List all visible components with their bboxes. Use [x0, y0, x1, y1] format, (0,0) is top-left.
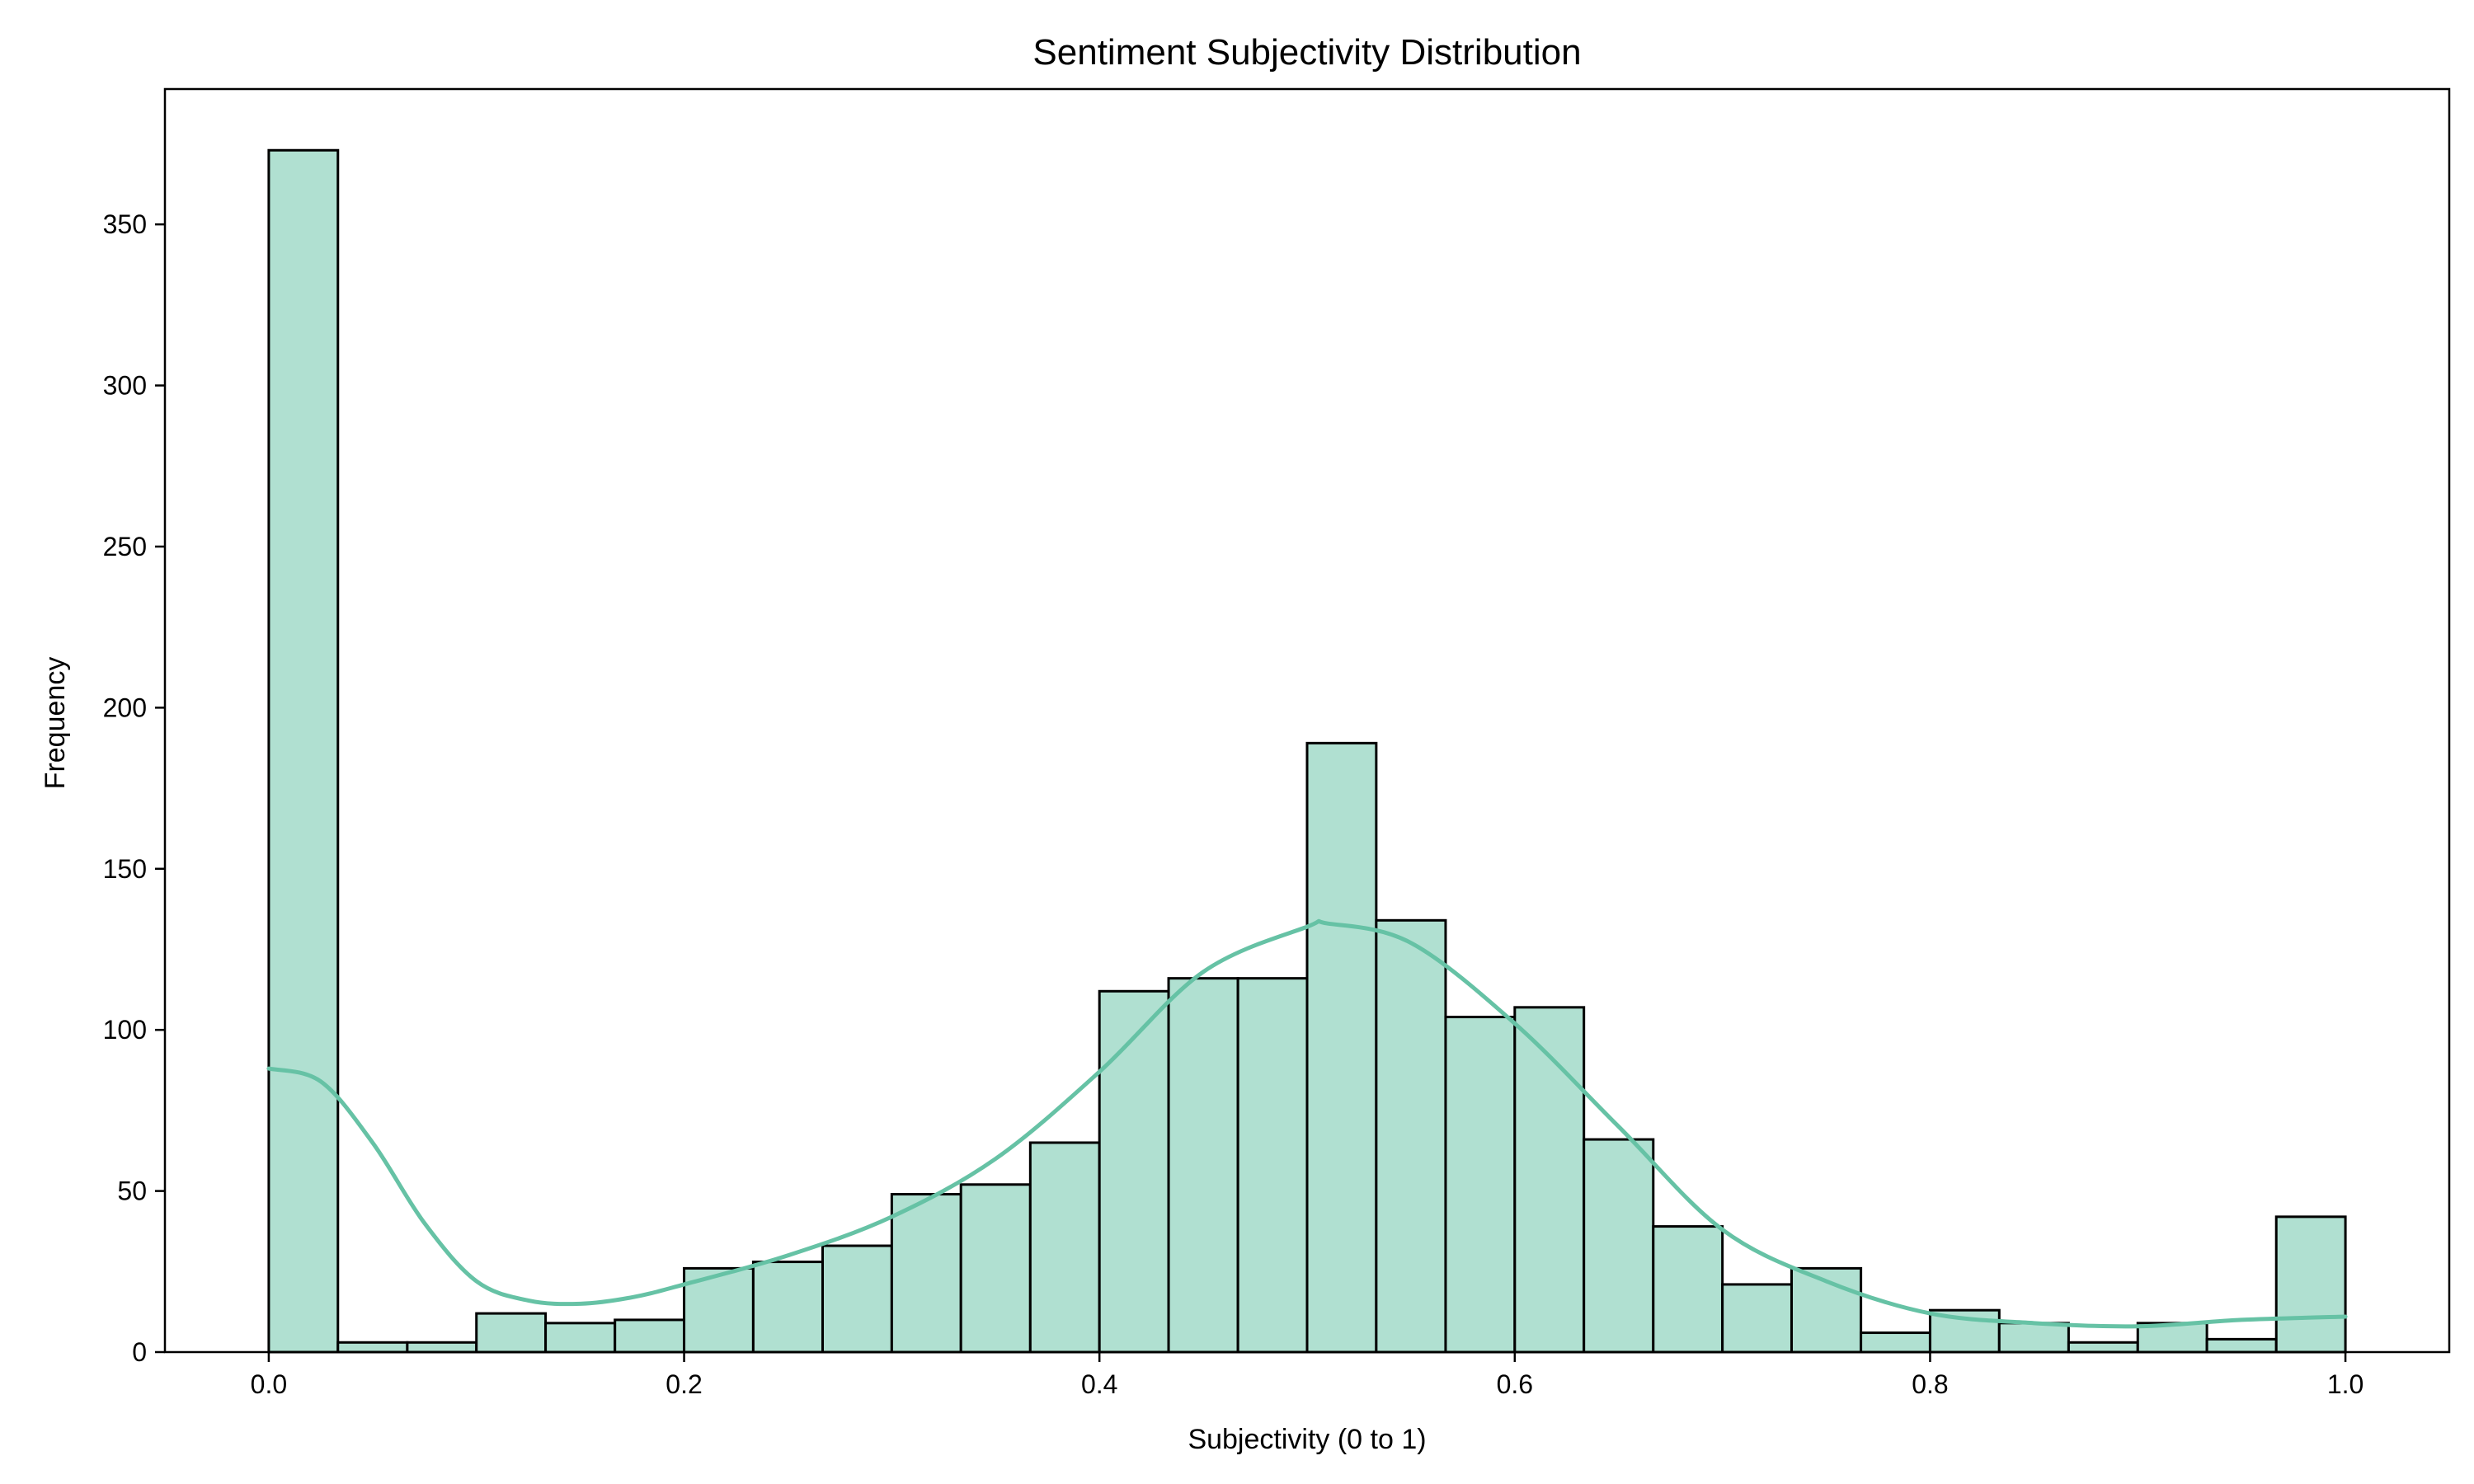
kde-layer [266, 918, 2348, 1329]
histogram-bar [544, 1322, 617, 1354]
histogram-bar [1028, 1141, 1101, 1354]
histogram-bar [890, 1193, 962, 1354]
histogram-bar [336, 1341, 409, 1354]
histogram-bar [1167, 977, 1239, 1354]
chart-title: Sentiment Subjectivity Distribution [1032, 32, 1581, 73]
x-tick-label: 0.4 [1081, 1369, 1117, 1399]
histogram-bar [614, 1318, 686, 1354]
y-tick-label: 300 [103, 371, 147, 401]
histogram-bar [406, 1341, 478, 1354]
y-tick-label: 150 [103, 854, 147, 884]
ticks-layer: 0.0 0.2 0.4 0.6 0.8 1.0 0 50 100 150 200 250 300 350 [103, 209, 2364, 1399]
y-tick-label: 200 [103, 693, 147, 722]
x-axis-label: Subjectivity (0 to 1) [1188, 1424, 1426, 1455]
histogram-bar [1513, 1006, 1586, 1354]
histogram-bar [1236, 977, 1309, 1354]
plot-frame [163, 87, 2451, 1354]
x-tick-label: 0.0 [251, 1369, 287, 1399]
histogram-bar [1721, 1283, 1793, 1354]
x-tick-label: 0.6 [1497, 1369, 1533, 1399]
y-tick-label: 0 [132, 1337, 147, 1367]
histogram-bar [1652, 1225, 1724, 1354]
histogram-bar [475, 1312, 548, 1354]
axes-layer [163, 87, 2451, 1354]
histogram-bar [751, 1261, 825, 1354]
kde-density-line [266, 918, 2348, 1329]
y-axis-label: Frequency [40, 657, 71, 790]
histogram-bar [1375, 918, 1447, 1354]
histogram-bar [1997, 1322, 2070, 1354]
histogram-bar [2274, 1215, 2347, 1354]
histogram-bar [1444, 1016, 1517, 1354]
histogram-bar [1098, 989, 1170, 1354]
y-tick-label: 100 [103, 1015, 147, 1045]
x-tick-label: 1.0 [2327, 1369, 2363, 1399]
histogram-bar [1305, 741, 1378, 1354]
x-tick-label: 0.8 [1912, 1369, 1948, 1399]
y-tick-label: 50 [117, 1176, 147, 1206]
histogram-bar [1860, 1331, 1931, 1354]
histogram-bar [959, 1183, 1032, 1354]
histogram-bar [2205, 1337, 2278, 1354]
y-tick-label: 350 [103, 209, 147, 239]
histogram-bar [2067, 1341, 2139, 1354]
x-tick-label: 0.2 [666, 1369, 702, 1399]
histogram-bar [267, 148, 340, 1354]
y-tick-label: 250 [103, 532, 147, 561]
histogram-bar [1583, 1138, 1655, 1354]
bars-layer [267, 148, 2347, 1354]
histogram-bar [821, 1244, 893, 1354]
